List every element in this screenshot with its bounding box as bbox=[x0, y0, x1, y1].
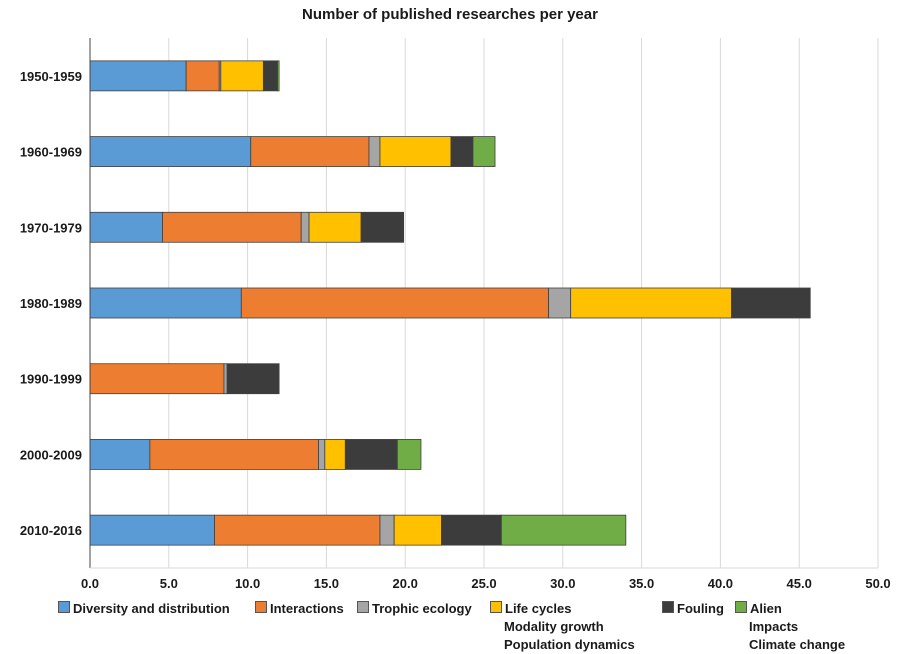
x-tick-label: 50.0 bbox=[865, 576, 890, 591]
bar-segment bbox=[185, 60, 220, 92]
y-category-label: 1980-1989 bbox=[20, 296, 82, 311]
bar-segment bbox=[396, 439, 422, 470]
bars bbox=[89, 60, 811, 546]
x-tick-label: 40.0 bbox=[708, 576, 733, 591]
x-tick-label: 20.0 bbox=[393, 576, 418, 591]
bar-segment bbox=[162, 211, 302, 243]
y-category-label: 1970-1979 bbox=[20, 220, 82, 235]
bar-segment bbox=[318, 439, 326, 470]
legend-label: Population dynamics bbox=[504, 637, 635, 652]
bar-segment bbox=[240, 287, 550, 319]
bar-segment bbox=[214, 514, 381, 546]
legend-item-trophic-ecology: Trophic ecology bbox=[357, 600, 472, 618]
legend-swatch bbox=[735, 601, 747, 613]
legend-swatch bbox=[255, 601, 267, 613]
bar-segment bbox=[500, 514, 627, 546]
legend-label: Modality growth bbox=[504, 619, 604, 634]
legend-label: Trophic ecology bbox=[357, 600, 472, 618]
bar-segment bbox=[324, 439, 346, 470]
y-category-label: 2010-2016 bbox=[20, 523, 82, 538]
x-tick-label: 25.0 bbox=[471, 576, 496, 591]
bar-segment bbox=[89, 514, 215, 546]
legend-label: Life cycles bbox=[490, 600, 635, 618]
bar-segment bbox=[548, 287, 572, 319]
bar-segment bbox=[472, 136, 496, 167]
x-tick-label: 30.0 bbox=[550, 576, 575, 591]
bar-segment bbox=[223, 363, 228, 395]
legend-item-alien: Alien Impacts Climate change bbox=[735, 600, 845, 654]
bar-segment bbox=[379, 136, 452, 167]
bar-segment bbox=[149, 439, 319, 470]
legend-label: Impacts bbox=[749, 619, 799, 634]
bar-segment bbox=[250, 136, 370, 167]
x-tick-label: 15.0 bbox=[314, 576, 339, 591]
legend-item-fouling: Fouling bbox=[662, 600, 724, 618]
bar-segment bbox=[89, 136, 252, 167]
legend-swatch bbox=[58, 601, 70, 613]
legend-label: Climate change bbox=[749, 637, 846, 652]
bar-segment bbox=[89, 60, 187, 92]
x-tick-label: 35.0 bbox=[629, 576, 654, 591]
chart-title: Number of published researches per year bbox=[302, 6, 598, 23]
legend-swatch bbox=[357, 601, 369, 613]
legend-swatch bbox=[662, 601, 674, 613]
legend-label: Interactions bbox=[255, 600, 344, 618]
x-tick-label: 0.0 bbox=[81, 576, 99, 591]
axes: 0.0 5.0 10.0 15.0 20.0 25.0 30.0 35.0 40.0 45.0 50… bbox=[20, 38, 891, 591]
legend-swatch bbox=[490, 601, 502, 613]
bar-segment bbox=[441, 514, 502, 546]
bar-segment bbox=[89, 211, 163, 243]
bar-segment bbox=[89, 363, 225, 395]
bar-segment bbox=[300, 211, 310, 243]
bar-segment bbox=[262, 60, 278, 92]
x-tick-label: 45.0 bbox=[787, 576, 812, 591]
x-tick-label: 10.0 bbox=[235, 576, 260, 591]
bar-segment bbox=[89, 287, 242, 319]
bar-segment bbox=[360, 211, 405, 243]
legend-label: Fouling bbox=[662, 600, 724, 618]
bar-segment bbox=[277, 60, 280, 92]
bar-segment bbox=[450, 136, 474, 167]
bar-segment bbox=[731, 287, 811, 319]
legend-item-life-cycles: Life cycles Modality growth Population dyn… bbox=[490, 600, 635, 654]
bar-segment bbox=[368, 136, 381, 167]
y-category-label: 1950-1959 bbox=[20, 69, 82, 84]
legend-item-diversity: Diversity and distribution bbox=[58, 600, 230, 618]
bar-segment bbox=[344, 439, 398, 470]
legend-item-interactions: Interactions bbox=[255, 600, 344, 618]
bar-segment bbox=[226, 363, 280, 395]
bar-segment bbox=[379, 514, 395, 546]
bar-segment bbox=[220, 60, 264, 92]
stacked-bar-chart: 0.0 5.0 10.0 15.0 20.0 25.0 30.0 35.0 40.0 45.0 50… bbox=[20, 38, 891, 591]
bar-segment bbox=[89, 439, 151, 470]
y-category-label: 2000-2009 bbox=[20, 447, 82, 462]
y-category-label: 1990-1999 bbox=[20, 372, 82, 387]
bar-segment bbox=[393, 514, 442, 546]
legend-label: Diversity and distribution bbox=[58, 600, 230, 618]
bar-segment bbox=[570, 287, 732, 319]
bar-segment bbox=[308, 211, 362, 243]
x-tick-label: 5.0 bbox=[160, 576, 178, 591]
y-category-label: 1960-1969 bbox=[20, 145, 82, 160]
legend-label: Alien bbox=[735, 600, 845, 618]
